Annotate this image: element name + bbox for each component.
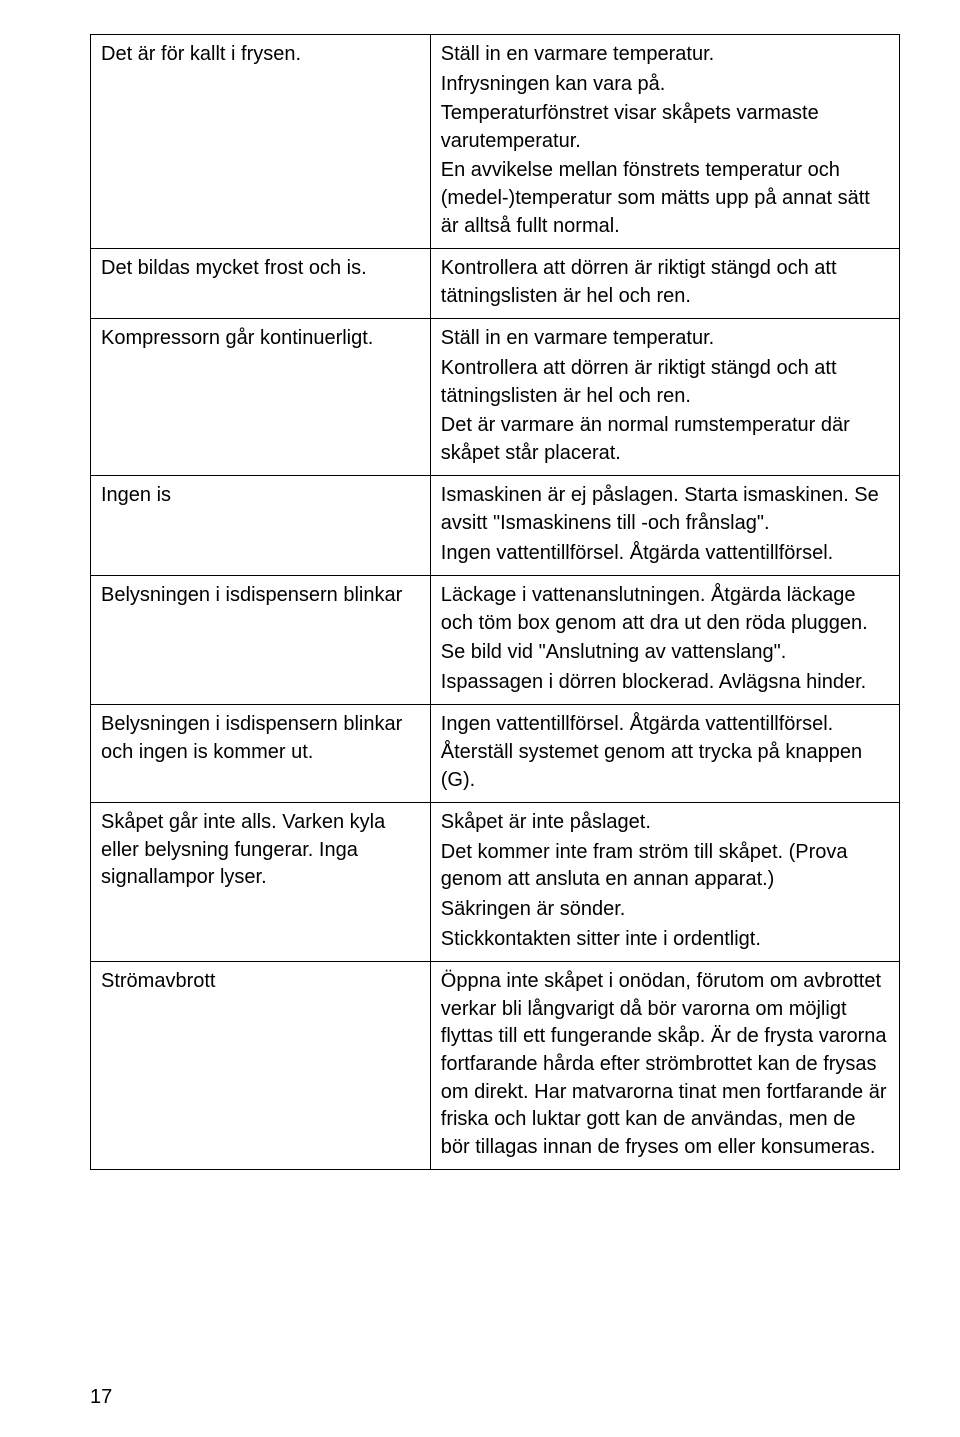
solution-text: Stickkontakten sitter inte i ordentligt.: [441, 926, 889, 954]
solution-text: En avvikelse mellan fönstrets temperatur…: [441, 157, 889, 240]
solution-cell: Ismaskinen är ej påslagen. Starta ismask…: [430, 476, 899, 576]
problem-cell: Strömavbrott: [91, 962, 431, 1170]
problem-text: Ingen is: [101, 482, 420, 510]
solution-cell: Skåpet är inte påslaget.Det kommer inte …: [430, 803, 899, 962]
problem-cell: Belysningen i isdispensern blinkar: [91, 576, 431, 705]
solution-text: Öppna inte skåpet i onödan, förutom om a…: [441, 968, 889, 1161]
problem-cell: Ingen is: [91, 476, 431, 576]
solution-cell: Kontrollera att dörren är riktigt stängd…: [430, 249, 899, 319]
solution-text: Ingen vattentillförsel. Åtgärda vattenti…: [441, 540, 889, 568]
solution-cell: Öppna inte skåpet i onödan, förutom om a…: [430, 962, 899, 1170]
problem-text: Skåpet går inte alls. Varken kyla eller …: [101, 809, 420, 892]
problem-cell: Det är för kallt i frysen.: [91, 35, 431, 249]
solution-text: Ismaskinen är ej påslagen. Starta ismask…: [441, 482, 889, 537]
troubleshooting-table: Det är för kallt i frysen. Ställ in en va…: [90, 34, 900, 1170]
problem-cell: Skåpet går inte alls. Varken kyla eller …: [91, 803, 431, 962]
problem-cell: Det bildas mycket frost och is.: [91, 249, 431, 319]
problem-cell: Belysningen i isdispensern blinkar och i…: [91, 705, 431, 803]
solution-text: Det är varmare än normal rumstemperatur …: [441, 412, 889, 467]
solution-cell: Ställ in en varmare temperatur.Kontrolle…: [430, 319, 899, 476]
problem-text: Det bildas mycket frost och is.: [101, 255, 420, 283]
table-row: Belysningen i isdispensern blinkar och i…: [91, 705, 900, 803]
solution-text: Säkringen är sönder.: [441, 896, 889, 924]
solution-text: Se bild vid "Anslutning av vattenslang".: [441, 639, 889, 667]
table-row: Kompressorn går kontinuerligt. Ställ in e…: [91, 319, 900, 476]
solution-text: Skåpet är inte påslaget.: [441, 809, 889, 837]
table-row: Strömavbrott Öppna inte skåpet i onödan, …: [91, 962, 900, 1170]
table-row: Det är för kallt i frysen. Ställ in en va…: [91, 35, 900, 249]
solution-text: Temperaturfönstret visar skåpets varmast…: [441, 100, 889, 155]
solution-text: Kontrollera att dörren är riktigt stängd…: [441, 255, 889, 310]
solution-cell: Ställ in en varmare temperatur.Infrysnin…: [430, 35, 899, 249]
problem-text: Det är för kallt i frysen.: [101, 41, 420, 69]
solution-text: Ställ in en varmare temperatur.: [441, 325, 889, 353]
table-row: Belysningen i isdispensern blinkar Läckag…: [91, 576, 900, 705]
problem-text: Strömavbrott: [101, 968, 420, 996]
solution-text: Ställ in en varmare temperatur.: [441, 41, 889, 69]
solution-text: Ingen vattentillförsel. Åtgärda vattenti…: [441, 711, 889, 794]
solution-text: Läckage i vattenanslutningen. Åtgärda lä…: [441, 582, 889, 637]
solution-text: Kontrollera att dörren är riktigt stängd…: [441, 355, 889, 410]
problem-text: Belysningen i isdispensern blinkar: [101, 582, 420, 610]
solution-cell: Läckage i vattenanslutningen. Åtgärda lä…: [430, 576, 899, 705]
solution-cell: Ingen vattentillförsel. Åtgärda vattenti…: [430, 705, 899, 803]
solution-text: Ispassagen i dörren blockerad. Avlägsna …: [441, 669, 889, 697]
table-row: Det bildas mycket frost och is. Kontrolle…: [91, 249, 900, 319]
solution-text: Infrysningen kan vara på.: [441, 71, 889, 99]
table-row: Ingen is Ismaskinen är ej påslagen. Start…: [91, 476, 900, 576]
problem-text: Belysningen i isdispensern blinkar och i…: [101, 711, 420, 766]
page-container: Det är för kallt i frysen. Ställ in en va…: [0, 0, 960, 1437]
solution-text: Det kommer inte fram ström till skåpet. …: [441, 839, 889, 894]
table-row: Skåpet går inte alls. Varken kyla eller …: [91, 803, 900, 962]
page-number: 17: [90, 1386, 112, 1409]
table-body: Det är för kallt i frysen. Ställ in en va…: [91, 35, 900, 1170]
problem-cell: Kompressorn går kontinuerligt.: [91, 319, 431, 476]
problem-text: Kompressorn går kontinuerligt.: [101, 325, 420, 353]
